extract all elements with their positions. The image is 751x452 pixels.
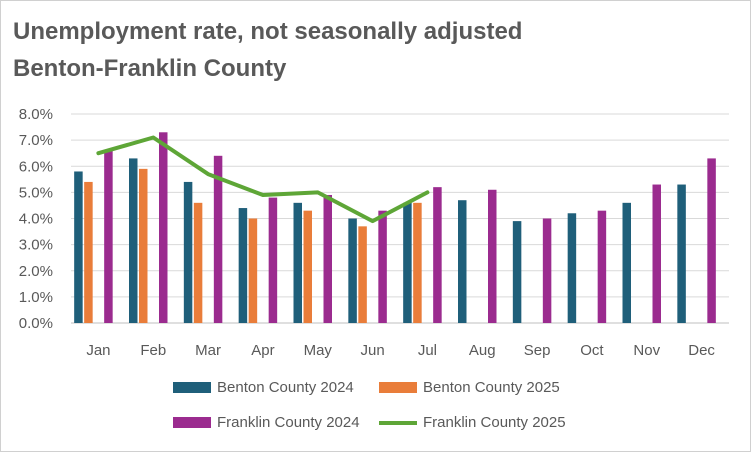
bar-franklin-county-2024 bbox=[542, 218, 552, 323]
bar-franklin-county-2024 bbox=[378, 210, 387, 323]
y-tick-label: 2.0% bbox=[19, 263, 53, 280]
x-tick-label: Aug bbox=[469, 342, 496, 359]
bar-franklin-county-2024 bbox=[433, 187, 442, 323]
y-tick-label: 0.0% bbox=[19, 315, 53, 332]
legend-item-benton-2024: Benton County 2024 bbox=[173, 379, 354, 396]
bar-franklin-county-2024 bbox=[268, 197, 278, 323]
legend-label-benton-2024: Benton County 2024 bbox=[217, 379, 354, 396]
bar-benton-county-2025 bbox=[139, 168, 148, 323]
line-series bbox=[96, 135, 430, 224]
legend-label-franklin-2024: Franklin County 2024 bbox=[217, 414, 360, 431]
bar-benton-county-2024 bbox=[293, 202, 302, 323]
legend-label-benton-2025: Benton County 2025 bbox=[423, 379, 560, 396]
legend-item-franklin-2024: Franklin County 2024 bbox=[173, 414, 360, 431]
bar-benton-county-2024 bbox=[512, 221, 522, 323]
bar-franklin-county-2024 bbox=[488, 189, 497, 323]
bar-franklin-county-2024 bbox=[323, 194, 332, 323]
y-tick-label: 3.0% bbox=[19, 237, 53, 254]
x-tick-label: Jul bbox=[418, 342, 437, 359]
bar-benton-county-2024 bbox=[403, 202, 412, 323]
bars bbox=[74, 132, 716, 323]
bar-benton-county-2024 bbox=[622, 202, 631, 323]
gridlines bbox=[71, 113, 729, 324]
legend-item-franklin-2025: Franklin County 2025 bbox=[379, 414, 566, 431]
legend-swatch-benton-2025 bbox=[379, 382, 417, 393]
legend-swatch-franklin-2024 bbox=[173, 417, 211, 428]
y-tick-label: 4.0% bbox=[19, 211, 53, 228]
bar-benton-county-2024 bbox=[567, 213, 577, 323]
bar-benton-county-2024 bbox=[458, 200, 467, 323]
bar-benton-county-2025 bbox=[413, 202, 422, 323]
y-tick-label: 8.0% bbox=[19, 106, 53, 123]
bar-benton-county-2025 bbox=[193, 202, 203, 323]
bar-benton-county-2024 bbox=[348, 218, 357, 323]
x-tick-label: Feb bbox=[140, 342, 166, 359]
bar-benton-county-2024 bbox=[74, 171, 83, 323]
x-axis-ticks: Jan Feb Mar Apr May Jun Jul Aug Sep Oct Nov Dec bbox=[86, 342, 715, 359]
x-tick-label: Mar bbox=[195, 342, 221, 359]
x-tick-label: Dec bbox=[688, 342, 715, 359]
bar-benton-county-2025 bbox=[248, 218, 258, 323]
bar-benton-county-2025 bbox=[84, 181, 93, 323]
bar-franklin-county-2024 bbox=[159, 132, 168, 323]
legend-swatch-benton-2024 bbox=[173, 382, 211, 393]
x-tick-label: Jan bbox=[86, 342, 110, 359]
y-tick-label: 1.0% bbox=[19, 289, 53, 306]
bar-benton-county-2025 bbox=[358, 226, 367, 323]
legend-item-benton-2025: Benton County 2025 bbox=[379, 379, 560, 396]
line-franklin-county-2025 bbox=[96, 135, 430, 224]
y-axis-ticks: 0.0% 1.0% 2.0% 3.0% 4.0% 5.0% 6.0% 7.0% 8.0% bbox=[19, 106, 53, 332]
x-tick-label: Jun bbox=[360, 342, 384, 359]
chart-title-line-2: Benton-Franklin County bbox=[13, 55, 287, 82]
bar-benton-county-2024 bbox=[677, 184, 686, 323]
chart-title-line-1: Unemployment rate, not seasonally adjust… bbox=[13, 18, 523, 45]
y-tick-label: 6.0% bbox=[19, 158, 53, 175]
bar-benton-county-2024 bbox=[238, 208, 248, 323]
bar-benton-county-2025 bbox=[303, 210, 312, 323]
bar-benton-county-2024 bbox=[129, 158, 138, 323]
bar-franklin-county-2024 bbox=[104, 150, 113, 323]
x-tick-label: Sep bbox=[524, 342, 551, 359]
legend-label-franklin-2025: Franklin County 2025 bbox=[423, 414, 566, 431]
y-tick-label: 5.0% bbox=[19, 184, 53, 201]
y-tick-label: 7.0% bbox=[19, 132, 53, 149]
x-tick-label: Nov bbox=[633, 342, 660, 359]
x-tick-label: May bbox=[304, 342, 333, 359]
bar-franklin-county-2024 bbox=[213, 155, 223, 323]
x-tick-label: Oct bbox=[580, 342, 604, 359]
bar-franklin-county-2024 bbox=[597, 210, 607, 323]
bar-franklin-county-2024 bbox=[652, 184, 661, 323]
legend-swatch-franklin-2025 bbox=[379, 420, 417, 425]
bar-benton-county-2024 bbox=[183, 181, 193, 323]
bar-franklin-county-2024 bbox=[707, 158, 716, 323]
x-tick-label: Apr bbox=[251, 342, 274, 359]
